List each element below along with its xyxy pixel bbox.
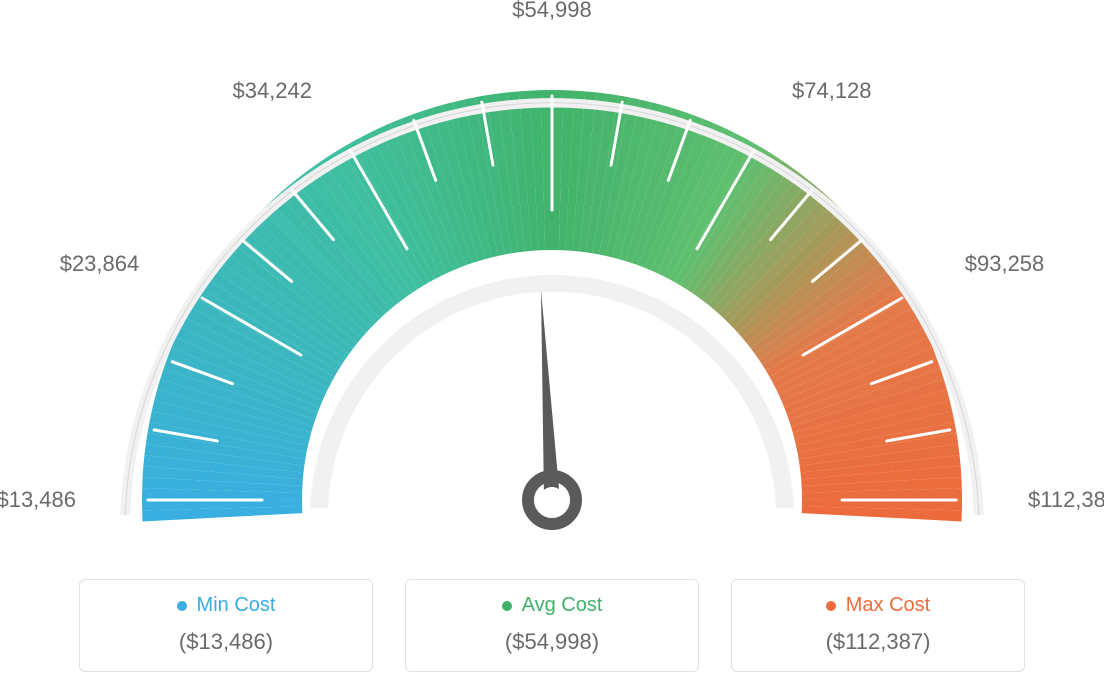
gauge-svg: [0, 0, 1104, 560]
legend-row: Min Cost ($13,486) Avg Cost ($54,998) Ma…: [0, 579, 1104, 672]
gauge-tick-label: $54,998: [512, 0, 592, 23]
legend-label-max: Max Cost: [846, 594, 930, 617]
legend-title-avg: Avg Cost: [502, 594, 603, 617]
gauge-tick-label: $93,258: [965, 251, 1045, 277]
legend-card-min: Min Cost ($13,486): [79, 579, 373, 672]
gauge-tick-label: $34,242: [232, 78, 312, 104]
legend-dot-min: [177, 601, 187, 611]
legend-title-max: Max Cost: [826, 594, 930, 617]
legend-value-min: ($13,486): [80, 629, 372, 655]
gauge-tick-label: $74,128: [792, 78, 872, 104]
legend-label-min: Min Cost: [197, 594, 276, 617]
legend-value-max: ($112,387): [732, 629, 1024, 655]
gauge-needle: [541, 290, 560, 500]
gauge-tick-label: $23,864: [60, 251, 140, 277]
legend-label-avg: Avg Cost: [522, 594, 603, 617]
gauge-tick-label: $112,387: [1028, 487, 1104, 513]
cost-gauge: $13,486 $23,864 $34,242 $54,998 $74,128 $93,2…: [0, 0, 1104, 560]
legend-title-min: Min Cost: [177, 594, 276, 617]
legend-card-max: Max Cost ($112,387): [731, 579, 1025, 672]
legend-value-avg: ($54,998): [406, 629, 698, 655]
legend-dot-max: [826, 601, 836, 611]
legend-dot-avg: [502, 601, 512, 611]
gauge-tick-label: $13,486: [0, 487, 76, 513]
legend-card-avg: Avg Cost ($54,998): [405, 579, 699, 672]
